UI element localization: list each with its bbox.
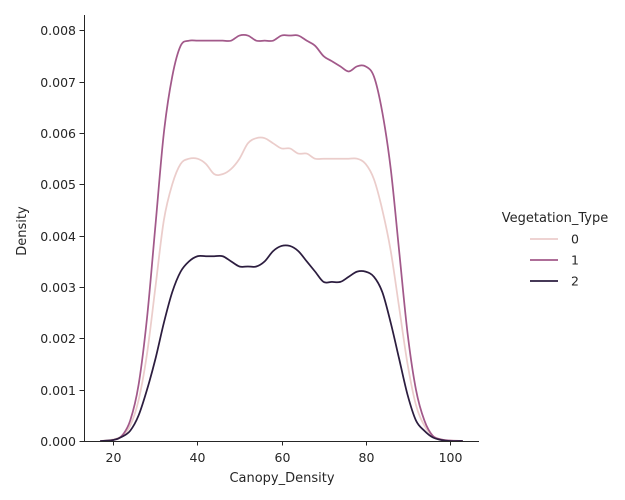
- y-ticks: 0.000 0.001 0.002 0.003 0.004 0.005 0.006 0.007…: [40, 23, 84, 449]
- series-layer: [99, 34, 464, 442]
- x-ticks: 20 40 60 80 100: [106, 441, 463, 465]
- series-line-2: [99, 244, 464, 442]
- legend-items: 0 1 2: [530, 232, 579, 289]
- y-tick-label: 0.001: [40, 383, 76, 398]
- y-tick-label: 0.008: [40, 23, 76, 38]
- y-tick-label: 0.007: [40, 75, 76, 90]
- legend-label-2: 2: [571, 274, 579, 289]
- x-tick-label: 60: [275, 450, 291, 465]
- legend-title: Vegetation_Type: [502, 211, 608, 226]
- x-tick-label: 40: [190, 450, 206, 465]
- series-line-0: [99, 136, 464, 442]
- y-tick-label: 0.006: [40, 126, 76, 141]
- legend-label-1: 1: [571, 253, 579, 268]
- y-tick-label: 0.000: [40, 434, 76, 449]
- y-tick-label: 0.005: [40, 177, 76, 192]
- x-tick-label: 20: [106, 450, 122, 465]
- x-tick-label: 100: [439, 450, 463, 465]
- plot-area: 20 40 60 80 100 0.0000.0010.0020.0030.0040.0…: [40, 15, 479, 465]
- y-axis-title: Density: [15, 206, 30, 256]
- y-tick-label: 0.003: [40, 280, 76, 295]
- x-tick-label: 80: [359, 450, 375, 465]
- legend-label-0: 0: [571, 232, 579, 247]
- legend: Vegetation_Type 0 1 2: [502, 211, 608, 289]
- x-axis-title: Canopy_Density: [229, 471, 334, 486]
- y-tick-label: 0.002: [40, 331, 76, 346]
- series-line-1: [99, 34, 464, 442]
- y-tick-label: 0.004: [40, 229, 76, 244]
